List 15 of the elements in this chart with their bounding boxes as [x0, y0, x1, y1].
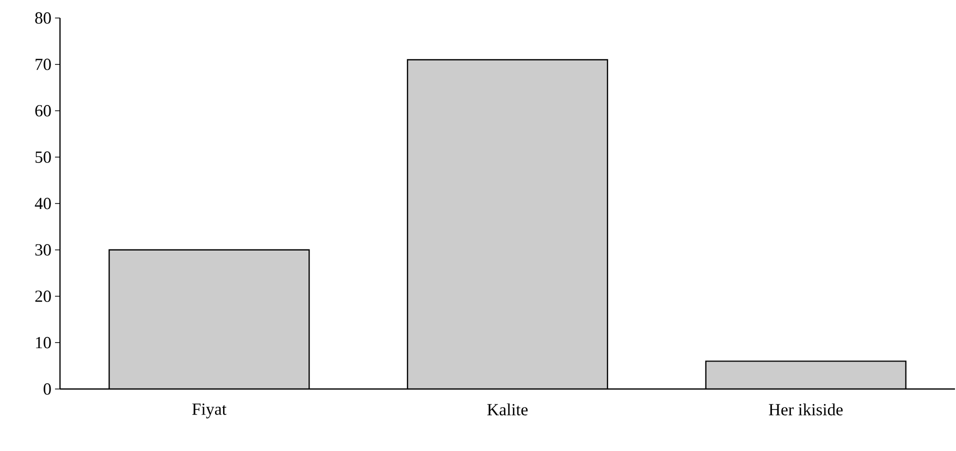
x-tick-label: Fiyat [192, 403, 226, 418]
y-tick-label: 20 [35, 290, 51, 302]
x-tick-label: Her ikiside [768, 403, 843, 416]
y-tick-label: 50 [36, 151, 51, 163]
y-tick-label: 0 [44, 383, 51, 395]
y-tick-label: 80 [35, 12, 51, 24]
y-tick-label: 10 [36, 336, 51, 348]
y-tick-label: 30 [35, 244, 51, 256]
y-tick-label: 60 [35, 105, 51, 116]
x-tick-label: Kalite [487, 403, 528, 416]
bar [408, 60, 608, 389]
bar [109, 250, 310, 389]
y-tick-label: 40 [34, 198, 51, 210]
y-tick-label: 70 [36, 58, 51, 70]
bar [705, 360, 906, 389]
